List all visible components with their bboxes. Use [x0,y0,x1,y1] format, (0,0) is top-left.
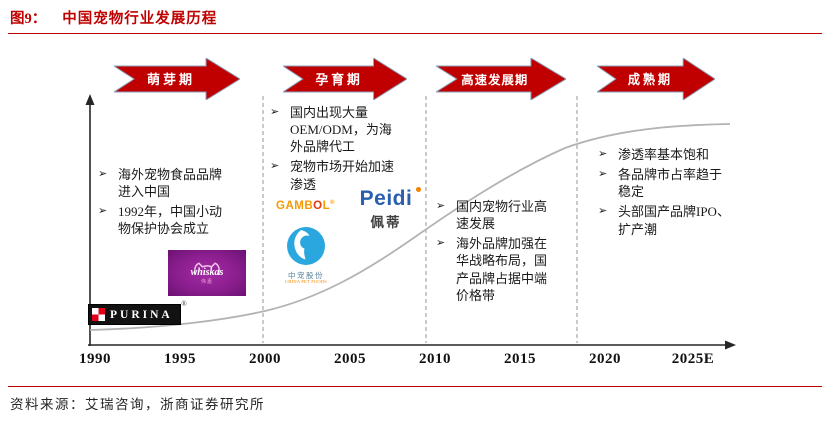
note-text: 海外宠物食品品牌进入中国 [118,167,223,200]
footer-divider [8,386,822,387]
chevron-bullet-icon: ➢ [98,168,108,180]
whiskas-subtext: 伟嘉 [200,280,213,285]
peidi-chinese-name: 佩蒂 [370,215,402,230]
note-text: 渗透率基本饱和 [618,147,710,162]
x-tick-1995: 1995 [164,351,196,367]
registered-mark: ® [330,200,336,207]
note-text: 宠物市场开始加速渗透 [290,159,395,192]
figure-label: 图9： [10,11,47,27]
x-tick-2010: 2010 [419,351,451,367]
arrow-banner-icon [114,58,240,100]
x-tick-2020: 2020 [589,351,621,367]
note-item: ➢ 头部国产品牌IPO、扩产潮 [598,203,734,237]
note-text: 各品牌市占率趋于稳定 [618,167,723,200]
phase-arrow-2: 孕育期 [283,58,407,100]
china-pet-foods-cn: 中宠股份 [288,270,324,280]
note-item: ➢ 1992年，中国小动物保护协会成立 [98,203,232,237]
note-text: 头部国产品牌IPO、扩产潮 [618,204,730,237]
chevron-bullet-icon: ➢ [598,148,608,160]
china-pet-foods-en: CHINA PET FOODS [285,278,327,284]
note-item: ➢ 国内宠物行业高速发展 [436,198,556,232]
figure-title: 中国宠物行业发展历程 [62,11,218,27]
phase-1-label: 萌芽期 [147,72,195,87]
dog-circle-icon [287,227,325,265]
phase-arrow-1: 萌芽期 [114,58,240,100]
peidi-logo: Peidi 佩蒂 [348,187,424,231]
source-note: 资料来源：艾瑞咨询，浙商证券研究所 [10,397,265,412]
phase-2-notes: ➢ 国内出现大量OEM/ODM，为海外品牌代工 ➢ 宠物市场开始加速渗透 [270,104,402,196]
chevron-bullet-icon: ➢ [270,106,280,118]
x-tick-2000: 2000 [249,351,281,367]
gambol-logo: GAMBOL® [276,200,335,212]
peidi-wordmark: Peidi [359,187,413,210]
x-tick-2005: 2005 [334,351,366,367]
chevron-bullet-icon: ➢ [436,200,446,212]
note-item: ➢ 海外品牌加强在华战略布局，国产品牌占据中端价格带 [436,235,556,304]
purina-wordmark: PURINA [110,308,173,321]
phase-arrow-4: 成熟期 [597,58,715,100]
y-axis-arrow-icon [85,94,95,105]
x-axis [88,340,736,350]
phase-4-label: 成熟期 [628,72,673,87]
phase-divider-lines [262,96,578,343]
purina-checkerboard-icon [92,308,105,321]
note-item: ➢ 渗透率基本饱和 [598,146,734,163]
chevron-bullet-icon: ➢ [98,205,108,218]
note-text: 国内出现大量OEM/ODM，为海外品牌代工 [290,105,392,155]
phase-3-notes: ➢ 国内宠物行业高速发展 ➢ 海外品牌加强在华战略布局，国产品牌占据中端价格带 [436,198,556,307]
note-item: ➢ 国内出现大量OEM/ODM，为海外品牌代工 [270,104,402,155]
note-text: 1992年，中国小动物保护协会成立 [118,204,223,237]
note-item: ➢ 海外宠物食品品牌进入中国 [98,166,232,200]
purina-logo: PURINA ® [88,300,187,325]
whiskas-logo: whiskas 伟嘉 [168,250,246,296]
gambol-wordmark-part: GAMB [276,200,314,212]
whiskas-wordmark: whiskas [190,267,224,278]
note-text: 国内宠物行业高速发展 [456,199,548,232]
note-text: 海外品牌加强在华战略布局，国产品牌占据中端价格带 [456,236,548,303]
cat-head-icon [194,262,220,276]
phase-arrow-3: 高速发展期 [436,58,566,100]
note-item: ➢ 各品牌市占率趋于稳定 [598,166,734,200]
registered-mark: ® [181,300,187,308]
peidi-orange-dot-icon [416,187,421,192]
arrow-banner-icon [597,58,715,100]
chevron-bullet-icon: ➢ [436,237,446,250]
phase-1-notes: ➢ 海外宠物食品品牌进入中国 ➢ 1992年，中国小动物保护协会成立 [98,166,232,241]
phase-4-notes: ➢ 渗透率基本饱和 ➢ 各品牌市占率趋于稳定 ➢ 头部国产品牌IPO、扩产潮 [598,146,734,241]
title-divider [8,33,822,34]
chevron-bullet-icon: ➢ [270,160,280,173]
gambol-o-mark: O [313,200,323,212]
x-tick-2015: 2015 [504,351,536,367]
china-pet-foods-logo: 中宠股份 CHINA PET FOODS [282,226,330,285]
arrow-banner-icon [283,58,407,100]
phase-2-label: 孕育期 [316,72,363,87]
gambol-wordmark-part: L [322,200,331,212]
x-tick-2025e: 2025E [671,351,715,367]
note-item: ➢ 宠物市场开始加速渗透 [270,158,402,192]
phase-3-label: 高速发展期 [461,72,528,87]
chevron-bullet-icon: ➢ [598,205,608,218]
x-tick-1990: 1990 [79,351,111,367]
figure-header: 图9： 中国宠物行业发展历程 [10,7,217,28]
chevron-bullet-icon: ➢ [598,168,608,181]
x-axis-arrow-icon [725,340,736,350]
arrow-banner-icon [436,58,566,100]
growth-curve [89,123,731,331]
